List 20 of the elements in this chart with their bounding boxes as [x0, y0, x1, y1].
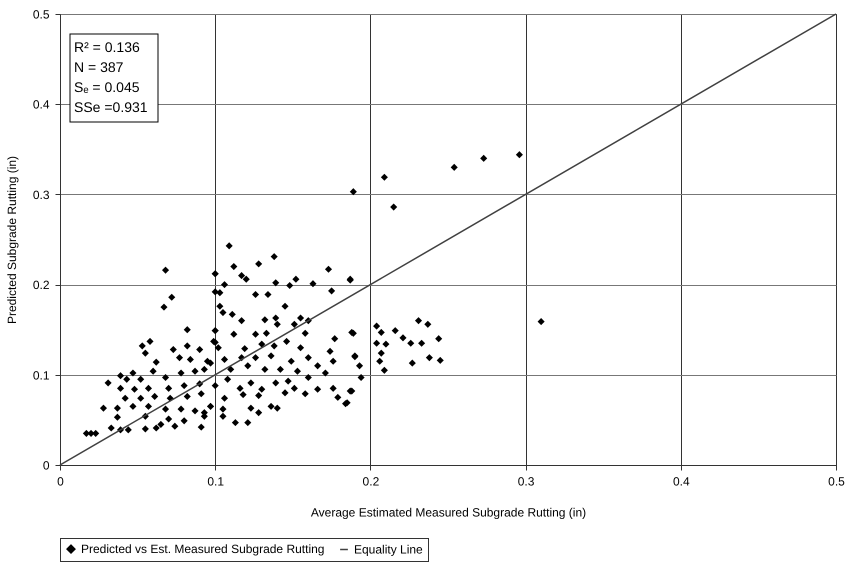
y-tick-label: 0.4 [32, 98, 50, 112]
y-tick-label: 0 [42, 458, 50, 472]
x-tick-label: 0.1 [207, 474, 224, 488]
y-tick-label: 0.3 [32, 188, 50, 202]
annotation: R² = 0.136 [74, 39, 140, 55]
x-axis-title: Average Estimated Measured Subgrade Rutting (in) [310, 506, 586, 520]
x-tick-label: 0.2 [362, 474, 380, 488]
annotation: Sₑ = 0.045 [74, 79, 140, 95]
annotation: N = 387 [74, 59, 124, 75]
y-tick-label: 0.1 [32, 368, 50, 382]
legend-label: Equality Line [354, 542, 424, 556]
y-tick-label: 0.2 [32, 278, 50, 292]
legend-label: Predicted vs Est. Measured Subgrade Rutting [81, 542, 324, 556]
x-tick-label: 0.5 [828, 474, 846, 488]
y-tick-label: 0.5 [32, 8, 50, 22]
y-axis-title: Predicted Subgrade Rutting (in) [4, 156, 19, 324]
x-tick-label: 0.4 [672, 474, 690, 488]
x-tick-label: 0.3 [518, 474, 535, 488]
annotation: SSe =0.931 [74, 99, 148, 115]
x-tick-label: 0 [57, 474, 64, 488]
